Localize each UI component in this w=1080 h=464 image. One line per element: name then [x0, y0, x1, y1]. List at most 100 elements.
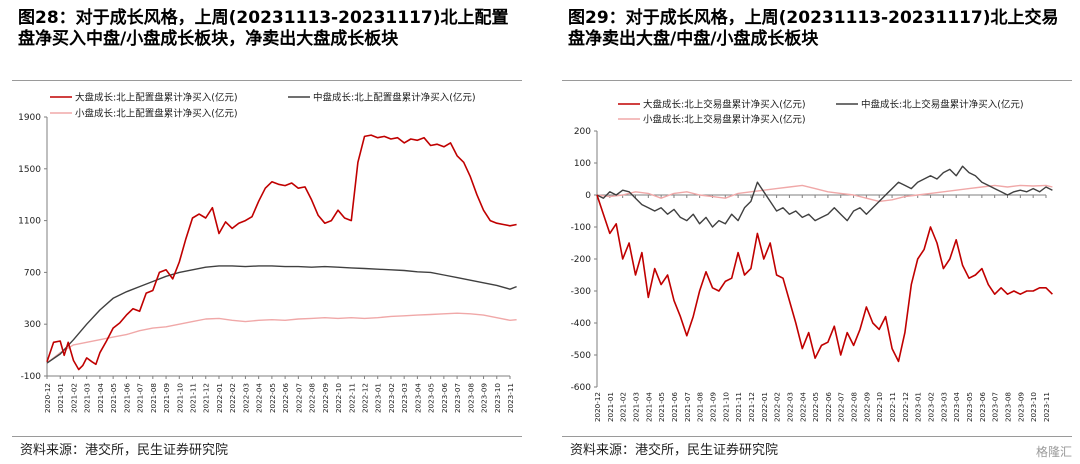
- x-tick-label: 2023-11: [1042, 392, 1051, 422]
- x-tick-label: 2022-08: [308, 383, 317, 413]
- x-tick-label: 2022-01: [215, 383, 224, 413]
- x-tick-label: 2023-10: [493, 383, 502, 413]
- y-tick-label: -100: [21, 372, 42, 382]
- chart-title: 图29：对于成长风格，上周(20231113-20231117)北上交易盘净卖出…: [568, 8, 1059, 49]
- x-tick-label: 2021-07: [683, 392, 692, 422]
- x-tick-label: 2022-05: [811, 392, 820, 422]
- x-tick-label: 2023-05: [427, 383, 436, 413]
- x-tick-label: 2021-08: [696, 392, 705, 422]
- x-tick-label: 2022-11: [888, 392, 897, 422]
- x-tick-label: 2023-01: [914, 392, 923, 422]
- line-chart-right: 大盘成长:北上交易盘累计净买入(亿元) 中盘成长:北上交易盘累计净买入(亿元) 小盘…: [571, 99, 1053, 422]
- divider-top: [12, 80, 522, 81]
- x-tick-label: 2023-09: [480, 383, 489, 413]
- chart-panel-left: 图28：对于成长风格，上周(20231113-20231117)北上配置盘净买入…: [0, 0, 530, 464]
- x-tick-label: 2021-12: [747, 392, 756, 422]
- x-tick-label: 2021-11: [189, 383, 198, 413]
- x-tick-label: 2022-06: [281, 383, 290, 413]
- y-tick-label: 700: [24, 268, 41, 278]
- x-tick-label: 2021-12: [202, 383, 211, 413]
- x-tick-label: 2023-05: [965, 392, 974, 422]
- y-tick-label: -600: [571, 383, 592, 393]
- x-tick-label: 2022-04: [798, 392, 807, 422]
- source-note: 资料来源：港交所，民生证券研究院: [20, 443, 229, 458]
- x-tick-label: 2021-05: [657, 392, 666, 422]
- x-tick-label: 2022-01: [760, 392, 769, 422]
- x-tick-label: 2022-06: [824, 392, 833, 422]
- divider-top: [562, 80, 1072, 81]
- x-tick-label: 2022-05: [268, 383, 277, 413]
- x-tick-label: 2021-03: [631, 392, 640, 422]
- y-tick-label: 1500: [18, 165, 41, 175]
- x-tick-label: 2022-08: [850, 392, 859, 422]
- x-tick-label: 2022-07: [837, 392, 846, 422]
- x-tick-label: 2022-03: [785, 392, 794, 422]
- series-line-1: [596, 194, 1053, 363]
- y-tick-label: -200: [571, 255, 592, 265]
- x-tick-label: 2022-02: [773, 392, 782, 422]
- x-tick-label: 2021-02: [619, 392, 628, 422]
- legend-label: 中盘成长:北上交易盘累计净买入(亿元): [861, 99, 1024, 111]
- x-tick-label: 2022-11: [347, 383, 356, 413]
- x-tick-label: 2022-10: [334, 383, 343, 413]
- x-tick-label: 2021-06: [670, 392, 679, 422]
- x-tick-label: 2023-09: [1016, 392, 1025, 422]
- y-tick-label: 100: [574, 159, 591, 169]
- x-tick-label: 2023-03: [939, 392, 948, 422]
- x-tick-label: 2022-02: [228, 383, 237, 413]
- x-tick-label: 2021-02: [69, 383, 78, 413]
- divider-bottom: [562, 436, 1072, 437]
- x-tick-label: 2021-10: [175, 383, 184, 413]
- x-tick-label: 2022-09: [862, 392, 871, 422]
- x-tick-label: 2023-11: [506, 383, 515, 413]
- y-tick-label: -100: [571, 223, 592, 233]
- x-tick-label: 2023-06: [978, 392, 987, 422]
- x-tick-label: 2022-07: [294, 383, 303, 413]
- y-tick-label: -300: [571, 287, 592, 297]
- x-tick-label: 2021-05: [109, 383, 118, 413]
- x-tick-label: 2021-06: [122, 383, 131, 413]
- series-line-2: [46, 265, 517, 364]
- x-tick-label: 2021-01: [606, 392, 615, 422]
- x-tick-label: 2022-09: [321, 383, 330, 413]
- y-tick-label: 300: [24, 320, 41, 330]
- y-tick-label: 200: [574, 127, 591, 137]
- x-tick-label: 2021-04: [644, 392, 653, 422]
- x-tick-label: 2021-10: [721, 392, 730, 422]
- x-tick-label: 2021-09: [162, 383, 171, 413]
- x-tick-label: 2023-04: [952, 392, 961, 422]
- line-chart-left: 大盘成长:北上配置盘累计净买入(亿元) 中盘成长:北上配置盘累计净买入(亿元) 小盘…: [18, 92, 517, 413]
- series-line-3: [596, 184, 1053, 203]
- x-tick-label: 2023-02: [387, 383, 396, 413]
- series-line-2: [596, 165, 1053, 228]
- legend-label: 大盘成长:北上交易盘累计净买入(亿元): [643, 99, 806, 111]
- divider-bottom: [12, 436, 522, 437]
- chart-panel-right: 图29：对于成长风格，上周(20231113-20231117)北上交易盘净卖出…: [550, 0, 1080, 464]
- y-tick-label: 1100: [18, 217, 41, 227]
- legend-label: 小盘成长:北上交易盘累计净买入(亿元): [643, 114, 806, 126]
- x-tick-label: 2022-12: [901, 392, 910, 422]
- x-tick-label: 2022-03: [241, 383, 250, 413]
- x-tick-label: 2022-10: [875, 392, 884, 422]
- legend-label: 大盘成长:北上配置盘累计净买入(亿元): [75, 92, 238, 104]
- x-tick-label: 2022-12: [360, 383, 369, 413]
- x-tick-label: 2021-11: [734, 392, 743, 422]
- x-tick-label: 2023-03: [400, 383, 409, 413]
- series-line-1: [46, 134, 517, 371]
- x-tick-label: 2023-08: [466, 383, 475, 413]
- x-tick-label: 2023-06: [440, 383, 449, 413]
- x-tick-label: 2020-12: [593, 392, 602, 422]
- x-tick-label: 2020-12: [43, 383, 52, 413]
- x-tick-label: 2023-08: [1004, 392, 1013, 422]
- chart-title: 图28：对于成长风格，上周(20231113-20231117)北上配置盘净买入…: [18, 8, 509, 49]
- legend-label: 小盘成长:北上配置盘累计净买入(亿元): [75, 108, 238, 120]
- x-tick-label: 2023-04: [413, 383, 422, 413]
- x-tick-label: 2021-03: [83, 383, 92, 413]
- y-tick-label: -500: [571, 351, 592, 361]
- x-tick-label: 2021-09: [708, 392, 717, 422]
- x-tick-label: 2023-01: [374, 383, 383, 413]
- source-note: 资料来源：港交所，民生证券研究院: [570, 443, 779, 458]
- x-tick-label: 2021-07: [136, 383, 145, 413]
- y-tick-label: 0: [585, 191, 591, 201]
- x-tick-label: 2021-08: [149, 383, 158, 413]
